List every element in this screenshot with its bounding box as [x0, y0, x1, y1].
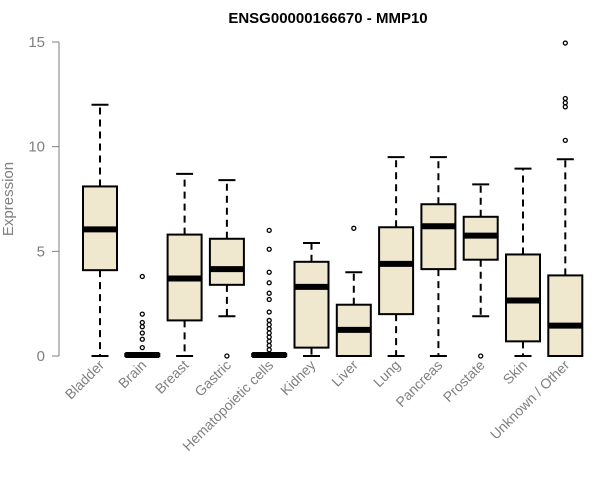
y-tick-label: 5 — [37, 243, 45, 260]
box-skin — [505, 167, 541, 357]
box-iqr — [208, 237, 245, 286]
box-unknown-other — [547, 40, 584, 358]
outlier-point — [266, 321, 272, 328]
box-iqr — [293, 260, 330, 349]
box-kidney — [293, 241, 330, 357]
x-tick-label: Unknown / Other — [487, 357, 573, 443]
x-tick-label: Lung — [370, 357, 403, 390]
outlier-point — [139, 273, 145, 280]
x-tick-label: Breast — [152, 357, 192, 397]
box-hematopoietic-cells — [251, 227, 288, 358]
outlier-point — [266, 330, 272, 336]
outlier-point — [562, 95, 568, 102]
x-tick-label: Prostate — [440, 357, 488, 405]
outlier-point — [266, 246, 272, 252]
outlier-point — [351, 225, 357, 231]
chart-title: ENSG00000166670 - MMP10 — [228, 10, 427, 27]
box-liver — [335, 225, 372, 358]
outlier-point — [139, 311, 145, 317]
outlier-point — [266, 347, 272, 353]
outlier-point — [139, 324, 145, 330]
outlier-point — [139, 319, 145, 326]
outlier-point — [562, 100, 568, 106]
box-iqr — [420, 203, 457, 271]
x-tick-label: Pancreas — [392, 357, 445, 410]
x-tick-label: Kidney — [277, 357, 319, 399]
outlier-point — [478, 353, 484, 359]
y-tick-label: 10 — [28, 139, 45, 156]
outlier-point — [224, 353, 230, 359]
outlier-point — [266, 309, 272, 315]
outlier-point — [139, 330, 145, 336]
x-tick-label: Liver — [328, 357, 361, 390]
box-iqr — [547, 274, 584, 358]
outlier-point — [562, 104, 568, 110]
outlier-point — [139, 344, 145, 351]
x-tick-label: Bladder — [62, 357, 108, 403]
y-axis-label: Expression — [0, 162, 17, 236]
box-brain — [124, 273, 161, 358]
outlier-point — [266, 338, 272, 344]
box-breast — [166, 172, 203, 357]
x-tick-label: Brain — [115, 357, 149, 391]
y-axis-ticks: 0 5 10 15 — [28, 34, 59, 365]
outlier-point — [266, 334, 272, 340]
outlier-point — [266, 227, 272, 234]
outlier-point — [266, 317, 272, 324]
box-gastric — [208, 179, 245, 359]
outlier-point — [562, 137, 568, 144]
box-pancreas — [420, 156, 457, 357]
box-lung — [378, 156, 415, 357]
outlier-point — [266, 269, 272, 275]
outlier-point — [266, 326, 272, 332]
outlier-point — [139, 336, 145, 342]
box-iqr — [378, 226, 415, 316]
boxes-group — [82, 40, 584, 359]
box-bladder — [82, 103, 118, 357]
y-tick-label: 0 — [37, 348, 45, 365]
outlier-point — [266, 290, 272, 296]
outlier-point — [562, 40, 568, 46]
outlier-point — [266, 296, 272, 303]
outlier-point — [266, 280, 272, 286]
outlier-point — [266, 342, 272, 349]
box-prostate — [462, 183, 499, 359]
x-tick-label: Skin — [500, 357, 531, 388]
y-tick-label: 15 — [28, 34, 45, 51]
